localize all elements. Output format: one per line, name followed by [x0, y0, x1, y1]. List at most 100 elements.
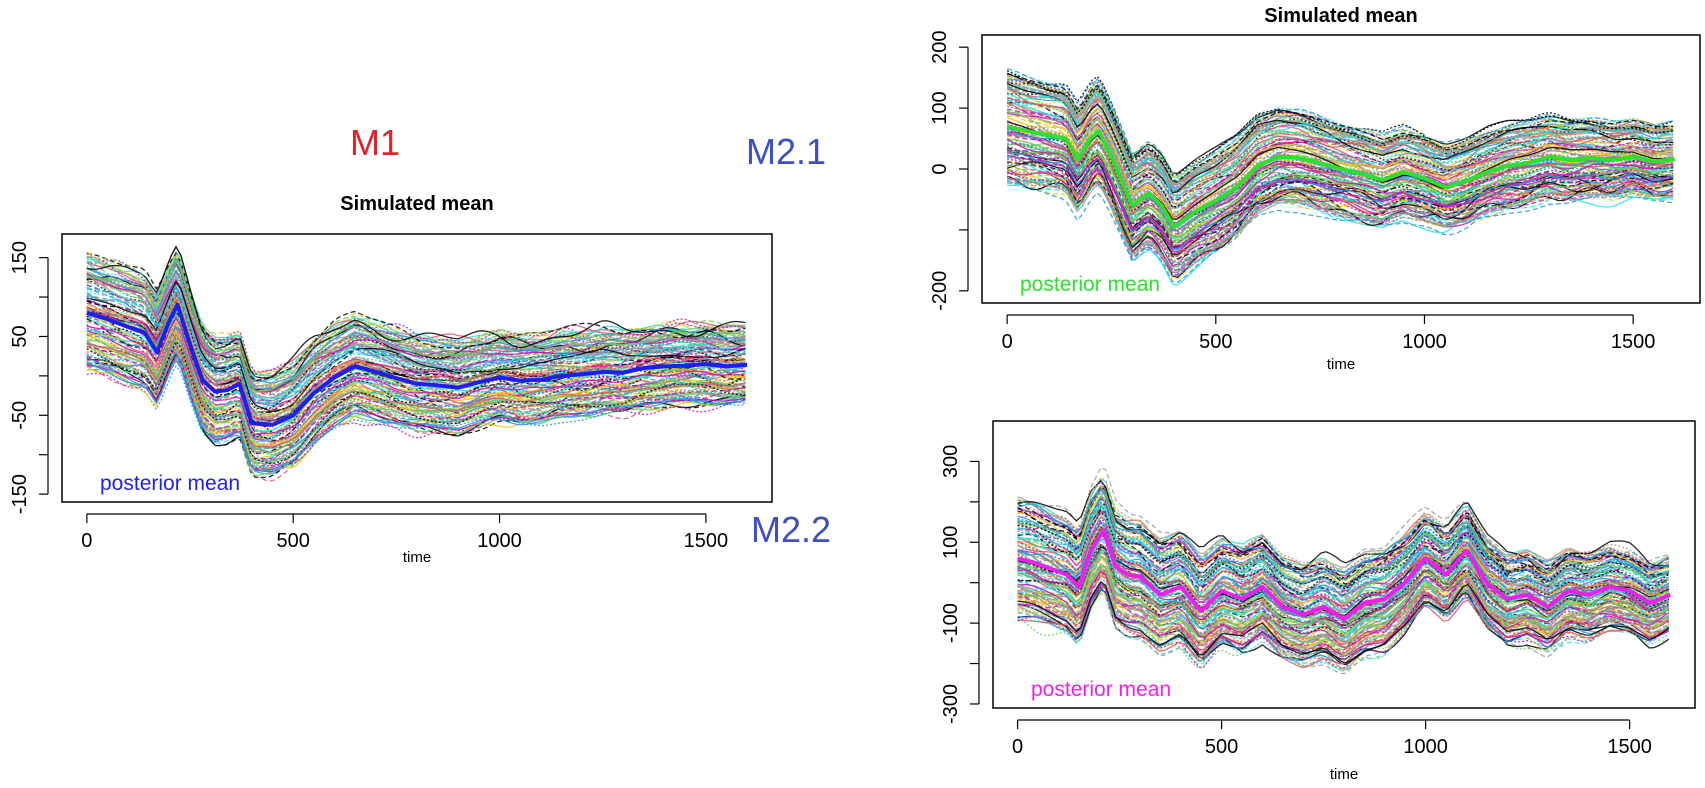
simulated-draw-line [86, 338, 746, 456]
simulated-draw-line [1017, 487, 1669, 587]
posterior-mean-line [86, 302, 748, 427]
simulated-draw-line [1017, 484, 1670, 572]
simulated-draw-line [1006, 80, 1674, 186]
simulated-draws [1006, 68, 1674, 286]
simulated-draw-line [1006, 165, 1674, 256]
simulated-draw-line [86, 336, 746, 453]
simulated-draws [86, 245, 746, 482]
simulated-draw-line [86, 287, 746, 405]
posterior-mean-annotation: posterior mean [1020, 273, 1160, 296]
x-tick-label: 1500 [1607, 736, 1652, 758]
simulated-draw-line [86, 290, 746, 405]
simulated-draw-line [1017, 570, 1670, 649]
simulated-draw-line [1017, 488, 1669, 574]
y-tick-label: 100 [940, 526, 962, 559]
posterior-mean-annotation: posterior mean [1031, 678, 1171, 701]
simulated-draw-line [1017, 502, 1669, 601]
simulated-draw-line [1017, 542, 1670, 625]
simulated-draw-line [1006, 72, 1674, 182]
chart-title: Simulated mean [1264, 5, 1417, 27]
simulated-draw-line [1017, 488, 1669, 578]
simulated-draw-line [86, 342, 746, 460]
simulated-draw-line [1006, 138, 1674, 253]
simulated-draw-line [86, 255, 746, 378]
simulated-draw-line [1017, 466, 1669, 570]
simulated-draw-line [1006, 145, 1674, 249]
simulated-draw-line [86, 333, 746, 448]
simulated-draw-line [1017, 574, 1670, 657]
model-label-m2-1: M2.1 [746, 131, 827, 172]
x-tick-label: 1000 [1402, 331, 1447, 353]
y-tick-label: -300 [940, 684, 962, 724]
simulated-draw-line [1006, 160, 1674, 258]
x-axis-label: time [403, 549, 431, 566]
simulated-draw-line [1006, 70, 1674, 176]
simulated-draw-line [1017, 528, 1669, 625]
simulated-draw-line [1006, 133, 1674, 240]
y-tick-label: -100 [940, 603, 962, 643]
simulated-draw-line [86, 359, 746, 471]
simulated-draw-line [86, 302, 746, 417]
simulated-draw-line [1017, 578, 1670, 657]
simulated-draw-line [1006, 84, 1674, 179]
simulated-draw-line [1006, 178, 1674, 273]
simulated-draw-line [1006, 155, 1674, 253]
x-tick-label: 0 [81, 530, 92, 552]
simulated-draw-line [1017, 519, 1670, 610]
simulated-draw-line [1017, 516, 1669, 607]
simulated-draw-line [1017, 543, 1670, 635]
simulated-draw-line [86, 300, 746, 418]
y-tick-label: -200 [929, 271, 951, 311]
simulated-draw-line [1006, 93, 1674, 204]
model-label-m2-2: M2.2 [751, 509, 832, 550]
simulated-draw-line [1017, 581, 1670, 655]
simulated-draw-line [1017, 562, 1670, 651]
simulated-draw-line [1017, 589, 1670, 672]
simulated-draw-line [1006, 175, 1674, 271]
simulated-draw-line [1017, 514, 1670, 605]
x-tick-label: 500 [1205, 736, 1238, 758]
simulated-draw-line [1017, 574, 1670, 658]
simulated-draw-line [1017, 581, 1670, 664]
simulated-draw-line [1006, 168, 1674, 262]
simulated-draw-line [1017, 584, 1670, 669]
simulated-draw-line [86, 260, 746, 392]
simulated-draw-line [86, 315, 746, 434]
simulated-draw-line [1017, 586, 1670, 670]
simulated-draw-line [1017, 511, 1670, 595]
simulated-draw-line [86, 251, 746, 378]
simulated-draw-line [86, 346, 746, 467]
simulated-draw-line [86, 317, 746, 436]
simulated-draw-line [1017, 525, 1670, 616]
posterior-mean-line [1006, 124, 1676, 229]
x-tick-label: 500 [277, 530, 310, 552]
simulated-draw-line [1017, 572, 1669, 655]
simulated-draw-line [1017, 592, 1669, 675]
chart-panel-m2-1: Simulated mean 0 500 1000 1500 time -200 0 100 20… [929, 5, 1701, 373]
chart-panel-m1: Simulated mean 0 500 1000 1500 time -150 -50 50 1… [9, 193, 773, 566]
simulated-draw-line [86, 287, 746, 411]
simulated-draw-line [1006, 99, 1674, 207]
y-tick-label: 50 [9, 325, 31, 347]
simulated-draw-line [86, 296, 746, 419]
simulated-draw-line [86, 245, 746, 379]
simulated-draw-line [1017, 539, 1669, 630]
plot-frame [992, 420, 1696, 709]
simulated-draw-line [1017, 505, 1670, 601]
simulated-draw-line [86, 357, 746, 471]
simulated-draw-line [1017, 509, 1669, 599]
simulated-draw-line [1007, 161, 1674, 260]
simulated-draw-line [1017, 489, 1670, 581]
chart-title: Simulated mean [340, 193, 493, 215]
simulated-draw-line [1007, 113, 1674, 209]
simulated-draw-line [86, 272, 746, 393]
x-axis-label: time [1327, 356, 1355, 373]
chart-panel-m2-2: 0 500 1000 1500 time -300 -100 100 300 posterior … [940, 420, 1696, 783]
x-tick-label: 500 [1199, 331, 1232, 353]
simulated-draw-line [1006, 138, 1674, 238]
model-label-m1: M1 [350, 122, 401, 163]
simulated-draw-line [1006, 156, 1674, 255]
simulated-draw-line [86, 348, 746, 482]
simulated-draw-line [86, 347, 746, 465]
posterior-mean-line [1017, 528, 1672, 622]
